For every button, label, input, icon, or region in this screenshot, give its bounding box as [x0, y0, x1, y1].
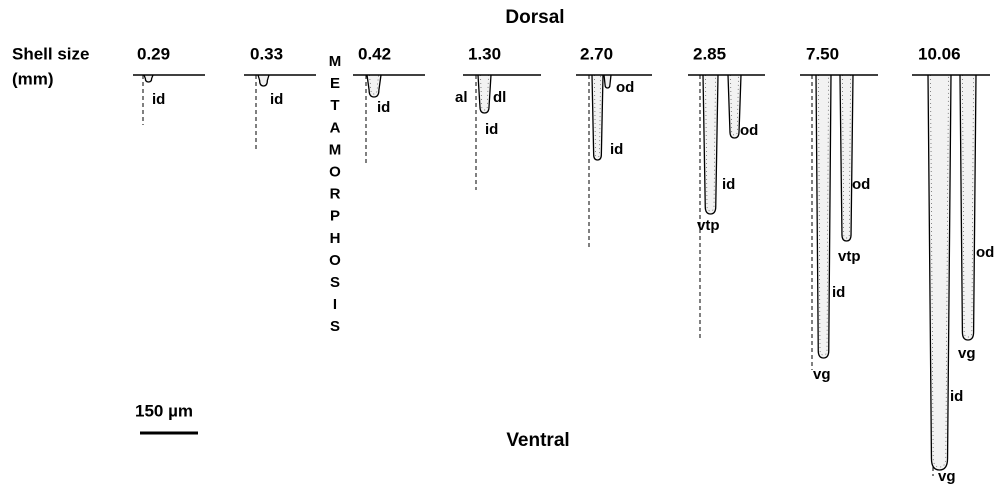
structure-label: vtp	[697, 217, 720, 234]
structure-label: vg	[938, 468, 956, 485]
structure-label: id	[722, 176, 735, 193]
structure-label: al	[455, 89, 468, 106]
metamorphosis-letter: P	[330, 208, 340, 225]
metamorphosis-letter: M	[329, 141, 342, 158]
shell-inner	[930, 74, 949, 468]
shell-inner	[480, 74, 489, 111]
shell-outline	[702, 74, 719, 215]
metamorphosis-letter: A	[330, 119, 341, 136]
shell-size: 1.30	[468, 44, 501, 63]
metamorphosis-letter: T	[330, 97, 339, 114]
structure-label: vg	[813, 366, 831, 383]
shell-size: 7.50	[806, 44, 839, 63]
metamorphosis-letter: H	[330, 230, 341, 247]
shell-outline	[927, 74, 952, 471]
structure-label: id	[610, 141, 623, 158]
shell-size: 0.33	[250, 44, 283, 63]
dorsal-label: Dorsal	[505, 7, 564, 28]
structure-label: id	[950, 388, 963, 405]
shell-inner	[705, 74, 716, 212]
scale-label: 150 µm	[135, 401, 193, 420]
shell-size: 0.42	[358, 44, 391, 63]
ventral-label: Ventral	[506, 430, 569, 451]
structure-label: od	[740, 122, 758, 139]
shell-size: 0.29	[137, 44, 170, 63]
structure-label: id	[832, 284, 845, 301]
shell-outline	[143, 74, 154, 83]
metamorphosis-letter: S	[330, 274, 340, 291]
shell-outline	[591, 74, 604, 161]
structure-label: vg	[958, 345, 976, 362]
structure-label: od	[616, 79, 634, 96]
metamorphosis-letter: M	[329, 53, 342, 70]
shell-inner	[369, 74, 379, 95]
shell-outline	[366, 74, 382, 98]
structure-label: id	[485, 121, 498, 138]
structure-label: id	[152, 91, 165, 108]
shell-size: 2.70	[580, 44, 613, 63]
structure-label: id	[377, 99, 390, 116]
shell-outline	[959, 74, 977, 341]
shell-inner	[842, 74, 851, 239]
structure-label: id	[270, 91, 283, 108]
structure-label: vtp	[838, 248, 861, 265]
shell-size: 2.85	[693, 44, 726, 63]
shell-outline	[815, 74, 832, 359]
shell-outline	[727, 74, 742, 139]
structure-label: od	[852, 176, 870, 193]
metamorphosis-letter: O	[329, 252, 341, 269]
metamorphosis-letter: S	[330, 318, 340, 335]
shell-outline	[839, 74, 854, 242]
size-label: Shell size	[12, 44, 89, 63]
shell-size: 10.06	[918, 44, 961, 63]
shell-outline	[603, 74, 612, 89]
metamorphosis-letter: E	[330, 75, 340, 92]
size-label: (mm)	[12, 69, 54, 88]
metamorphosis-letter: O	[329, 163, 341, 180]
shell-inner	[818, 74, 829, 356]
shell-outline	[477, 74, 492, 114]
metamorphosis-letter: I	[333, 296, 337, 313]
structure-label: dl	[493, 89, 506, 106]
structure-label: od	[976, 244, 994, 261]
metamorphosis-letter: R	[330, 186, 341, 203]
shell-outline	[257, 74, 270, 87]
